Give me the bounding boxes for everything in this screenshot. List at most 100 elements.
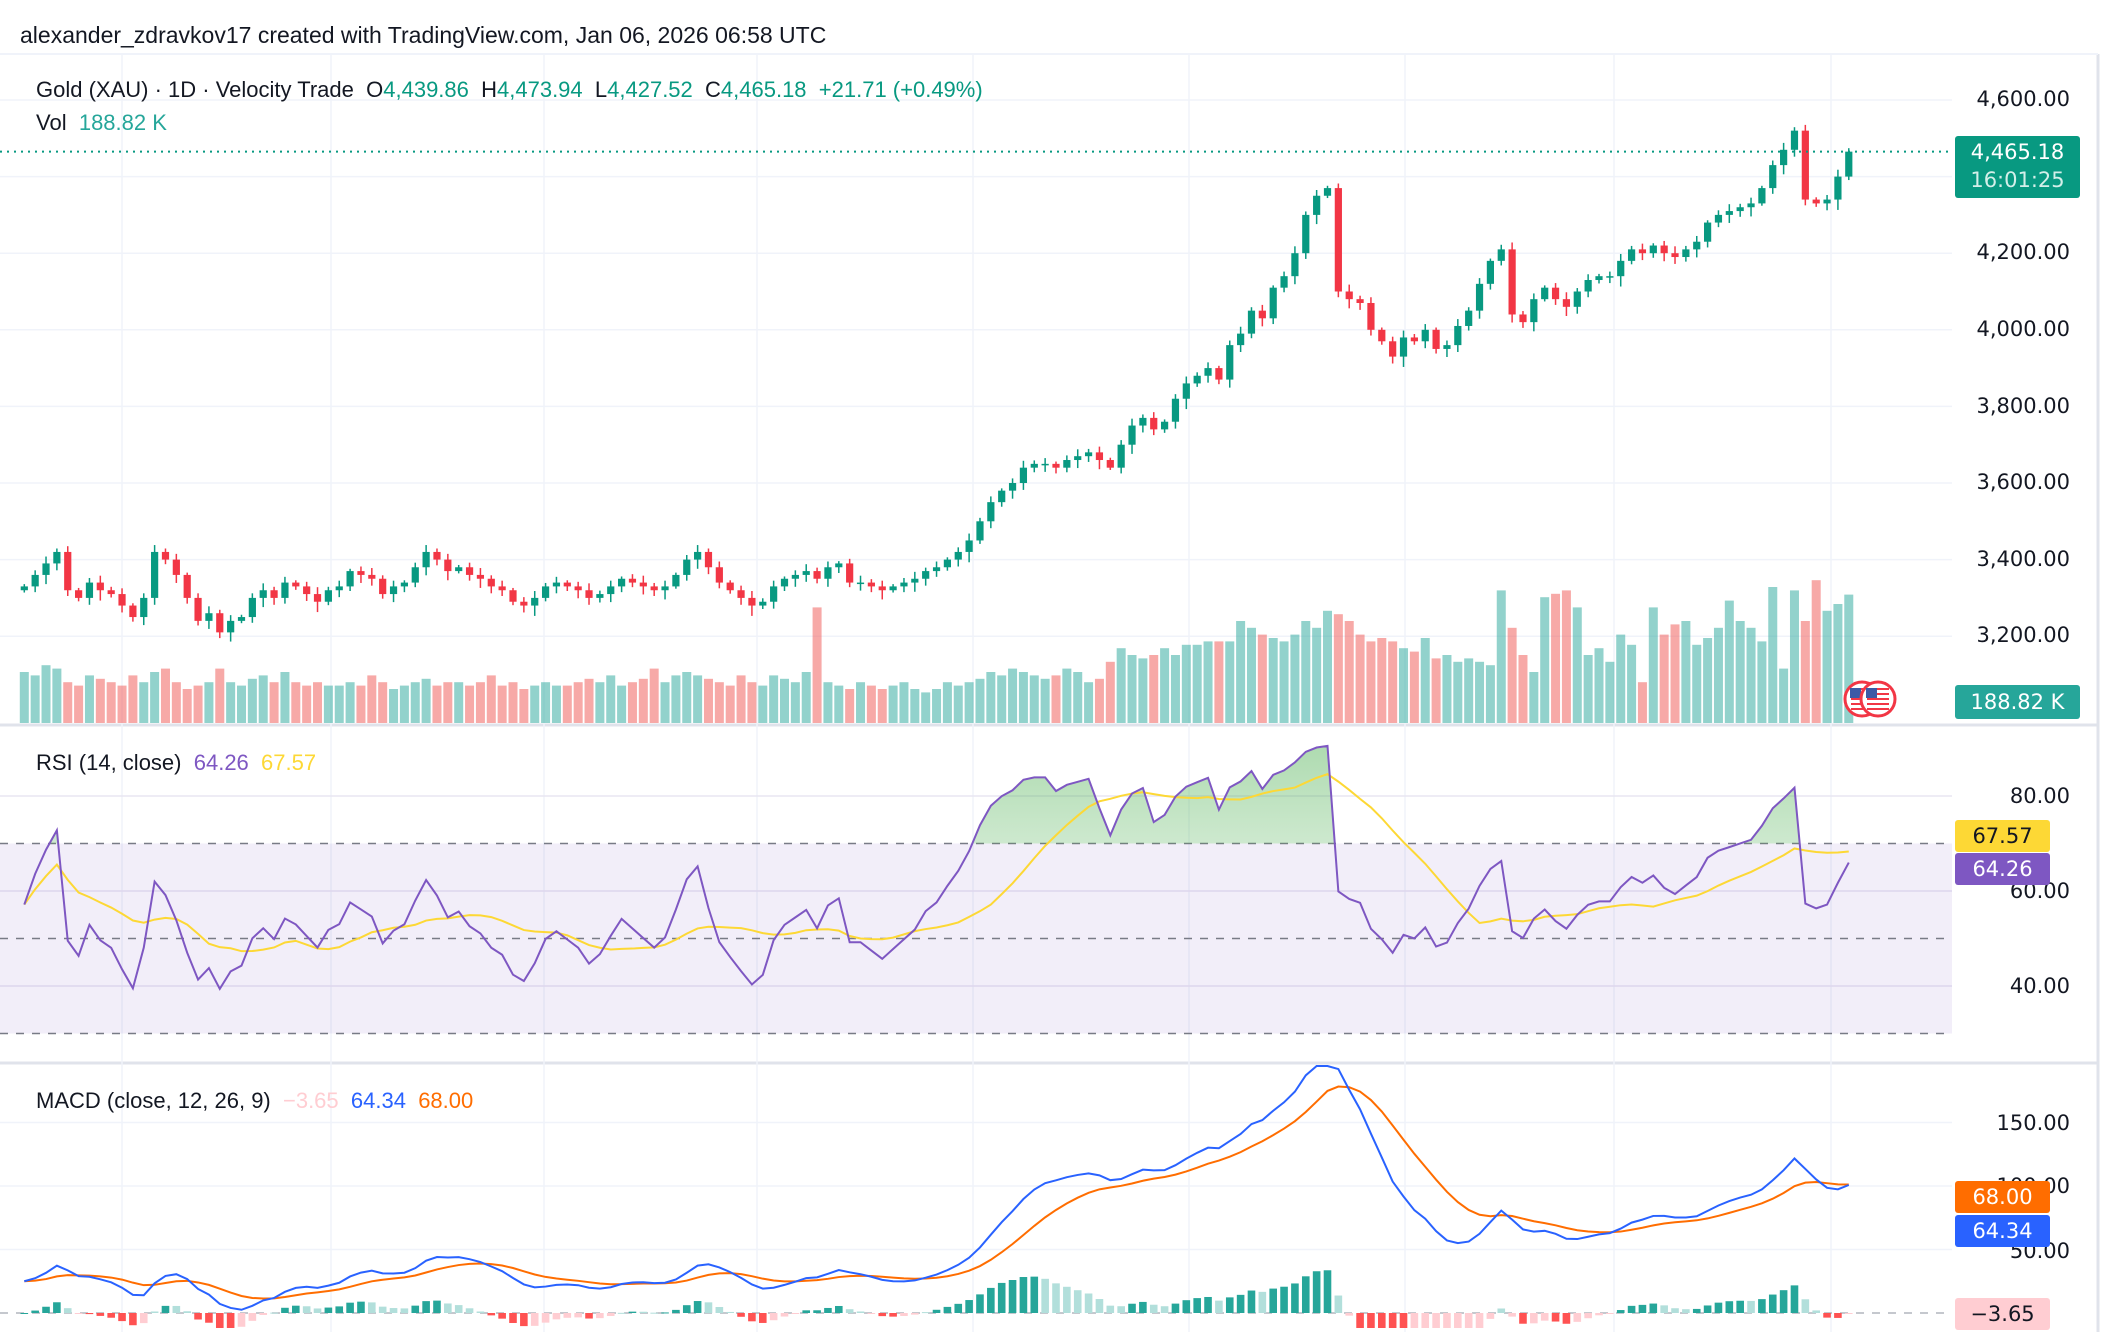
candle-body bbox=[1367, 302, 1375, 330]
volume-bar bbox=[486, 675, 496, 723]
candle-body bbox=[585, 590, 593, 598]
macd-histogram-bar bbox=[932, 1309, 941, 1313]
macd-histogram-bar bbox=[389, 1308, 398, 1313]
candle-body bbox=[75, 590, 83, 598]
volume-bar bbox=[997, 675, 1007, 723]
macd-histogram-bar bbox=[422, 1301, 430, 1313]
macd-histogram-bar bbox=[976, 1294, 984, 1313]
macd-histogram-bar bbox=[292, 1305, 300, 1313]
price-tick: 3,200.00 bbox=[1976, 623, 2070, 647]
macd-histogram-bar bbox=[1692, 1308, 1701, 1313]
signal-value: 68.00 bbox=[418, 1088, 474, 1113]
volume-bar bbox=[1008, 668, 1018, 723]
volume-bar bbox=[1388, 641, 1398, 723]
volume-bar bbox=[1616, 634, 1626, 723]
candle-body bbox=[1302, 214, 1310, 254]
volume-bar bbox=[1018, 672, 1028, 723]
volume-bar bbox=[1029, 675, 1039, 723]
candle-body bbox=[1606, 276, 1614, 278]
macd-histogram-bar bbox=[682, 1305, 691, 1313]
macd-histogram-bar bbox=[1193, 1298, 1201, 1313]
candle-body bbox=[628, 578, 637, 583]
macd-histogram-bar bbox=[1215, 1300, 1223, 1313]
volume-bar bbox=[1659, 634, 1669, 723]
candle-body bbox=[1106, 460, 1114, 468]
candle-body bbox=[813, 571, 821, 579]
volume-bar bbox=[638, 678, 648, 723]
candle-body bbox=[661, 586, 669, 591]
macd-legend: MACD (close, 12, 26, 9) −3.65 64.34 68.0… bbox=[36, 1088, 473, 1114]
volume-bar bbox=[714, 682, 724, 723]
volume-bar bbox=[1203, 641, 1213, 723]
candle-body bbox=[726, 582, 734, 591]
rsi-line bbox=[23, 744, 1850, 991]
macd-histogram-bar bbox=[1367, 1313, 1375, 1328]
macd-histogram-bar bbox=[661, 1312, 669, 1314]
macd-histogram-bar bbox=[737, 1313, 745, 1317]
candle-body bbox=[379, 578, 387, 595]
volume-label[interactable]: Vol bbox=[36, 110, 67, 135]
volume-bar bbox=[627, 682, 637, 723]
rsi-title[interactable]: RSI (14, close) bbox=[36, 750, 182, 775]
us-flag-icon bbox=[1843, 680, 1897, 718]
candle-body bbox=[943, 559, 951, 568]
candle-body bbox=[96, 582, 104, 591]
volume-bar bbox=[367, 675, 377, 723]
rsi-tag: 64.26 bbox=[1955, 853, 2050, 885]
volume-bar bbox=[1051, 675, 1061, 723]
macd-histogram-bar bbox=[1052, 1283, 1060, 1313]
volume-bar bbox=[541, 682, 551, 723]
volume-bar bbox=[497, 685, 507, 723]
macd-histogram-bar bbox=[1519, 1313, 1527, 1324]
symbol-title[interactable]: Gold (XAU) · 1D · Velocity Trade bbox=[36, 77, 354, 102]
macd-histogram-bar bbox=[378, 1306, 387, 1313]
macd-histogram-bar bbox=[943, 1306, 952, 1313]
volume-bar bbox=[302, 685, 312, 723]
macd-histogram-bar bbox=[226, 1313, 235, 1328]
macd-histogram-bar bbox=[802, 1310, 811, 1313]
volume-bar bbox=[1637, 682, 1647, 723]
macd-histogram-bar bbox=[107, 1313, 115, 1318]
candle-body bbox=[1714, 214, 1723, 223]
volume-bar bbox=[334, 685, 344, 723]
volume-bar bbox=[1507, 627, 1517, 723]
volume-bar bbox=[1464, 658, 1474, 723]
volume-bar bbox=[1822, 610, 1832, 723]
candle-body bbox=[1280, 276, 1288, 288]
candle-body bbox=[1128, 425, 1136, 445]
volume-bar bbox=[106, 682, 116, 723]
candle-body bbox=[151, 551, 159, 598]
candle-body bbox=[694, 551, 702, 560]
volume-bar bbox=[693, 675, 703, 723]
macd-histogram-bar bbox=[1454, 1313, 1462, 1328]
macd-histogram-bar bbox=[1812, 1310, 1820, 1313]
volume-bar bbox=[258, 675, 268, 723]
volume-bar bbox=[204, 682, 214, 723]
candle-body bbox=[455, 567, 463, 572]
macd-histogram-bar bbox=[1768, 1294, 1777, 1313]
macd-histogram-bar bbox=[63, 1308, 72, 1313]
macd-histogram-bar bbox=[1432, 1313, 1440, 1328]
macd-histogram-bar bbox=[1301, 1276, 1310, 1313]
candle-body bbox=[987, 502, 995, 522]
macd-title[interactable]: MACD (close, 12, 26, 9) bbox=[36, 1088, 271, 1113]
candle-body bbox=[856, 582, 865, 585]
candle-body bbox=[889, 586, 897, 591]
candle-body bbox=[433, 551, 441, 560]
candle-body bbox=[335, 586, 343, 591]
volume-bar bbox=[1757, 641, 1767, 723]
candle-body bbox=[1008, 483, 1017, 491]
candle-body bbox=[140, 597, 148, 618]
macd-histogram-bar bbox=[183, 1311, 191, 1313]
candle-body bbox=[1443, 345, 1451, 349]
candle-body bbox=[107, 590, 115, 595]
candle-body bbox=[1247, 310, 1256, 334]
volume-bar bbox=[1681, 621, 1691, 723]
volume-bar bbox=[769, 675, 779, 723]
symbol-legend: Gold (XAU) · 1D · Velocity Trade O4,439.… bbox=[36, 77, 983, 103]
candle-body bbox=[1237, 333, 1245, 346]
candle-body bbox=[85, 582, 94, 598]
open-label: O bbox=[366, 77, 384, 102]
macd-histogram-bar bbox=[1551, 1313, 1560, 1322]
